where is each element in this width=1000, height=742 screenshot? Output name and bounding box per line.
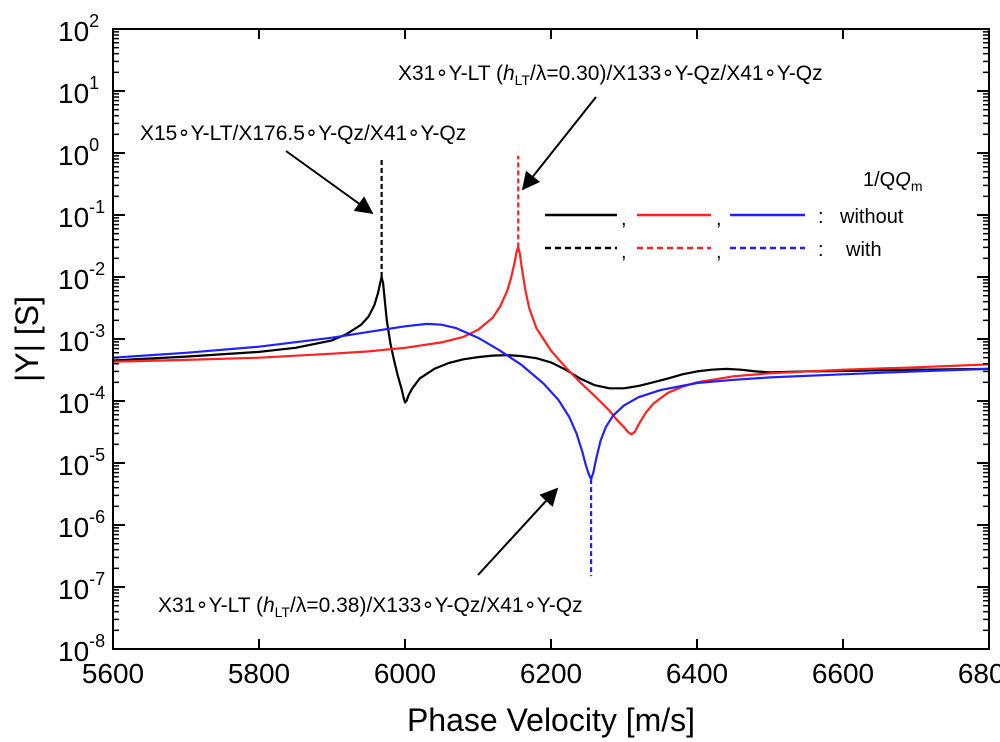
x-tick-label: 5600 xyxy=(82,658,144,689)
y-tick-label: 100 xyxy=(58,135,99,171)
y-tick-label: 102 xyxy=(58,11,99,47)
annotation-blue-label: X31∘Y-LT (hLT/λ=0.38)/X133∘Y-Qz/X41∘Y-Qz xyxy=(158,594,583,620)
y-tick-label: 10-2 xyxy=(58,259,105,295)
y-tick-label: 10-4 xyxy=(58,383,105,419)
annotation-black-label: X15∘Y-LT/X176.5∘Y-Qz/X41∘Y-Qz xyxy=(140,122,466,145)
legend-colon: : xyxy=(818,239,824,261)
x-tick-label: 6000 xyxy=(374,658,436,689)
series-layer xyxy=(112,155,990,577)
annotation-blue-arrow xyxy=(477,487,559,576)
y-tick-label: 10-6 xyxy=(58,507,105,543)
legend-sep: , xyxy=(716,241,722,263)
y-tick-label: 10-1 xyxy=(58,197,105,233)
legend-colon: : xyxy=(818,206,824,228)
x-tick-label: 5800 xyxy=(228,658,290,689)
legend-sep: , xyxy=(716,208,722,230)
legend-row-without: without xyxy=(839,206,904,228)
y-tick-label: 10-5 xyxy=(58,445,105,481)
legend-row-with: with xyxy=(845,239,882,261)
y-tick-label: 10-7 xyxy=(58,569,105,605)
x-tick-label: 6200 xyxy=(520,658,582,689)
y-axis-ticks: 102 101 100 10-1 10-2 10-3 10-4 10-5 10-6 10-7 10-… xyxy=(58,11,989,667)
legend-sep: , xyxy=(621,241,627,263)
series-black-solid-line xyxy=(112,275,990,404)
y-axis-title: |Y| [S] xyxy=(9,296,45,382)
x-axis-ticks: 5600 5800 6000 6200 6400 6600 6800 xyxy=(82,29,1000,689)
series-red-solid-line xyxy=(112,246,990,436)
annotation-black-arrow xyxy=(285,150,374,215)
y-tick-label: 101 xyxy=(58,73,99,109)
legend-title: 1/QQm xyxy=(863,169,922,194)
series-blue-solid-line xyxy=(112,322,990,481)
x-axis-title: Phase Velocity [m/s] xyxy=(407,702,695,738)
annotation-red-label: X31∘Y-LT (hLT/λ=0.30)/X133∘Y-Qz/X41∘Y-Qz xyxy=(398,62,823,88)
x-tick-label: 6400 xyxy=(666,658,728,689)
legend-sep: , xyxy=(621,208,627,230)
annotation-red-arrow xyxy=(521,96,597,191)
legend: 1/QQm , , : without , , : with xyxy=(545,169,922,263)
y-tick-label: 10-3 xyxy=(58,321,105,357)
x-tick-label: 6600 xyxy=(812,658,874,689)
y-tick-label: 10-8 xyxy=(58,631,105,667)
x-tick-label: 6800 xyxy=(958,658,1000,689)
